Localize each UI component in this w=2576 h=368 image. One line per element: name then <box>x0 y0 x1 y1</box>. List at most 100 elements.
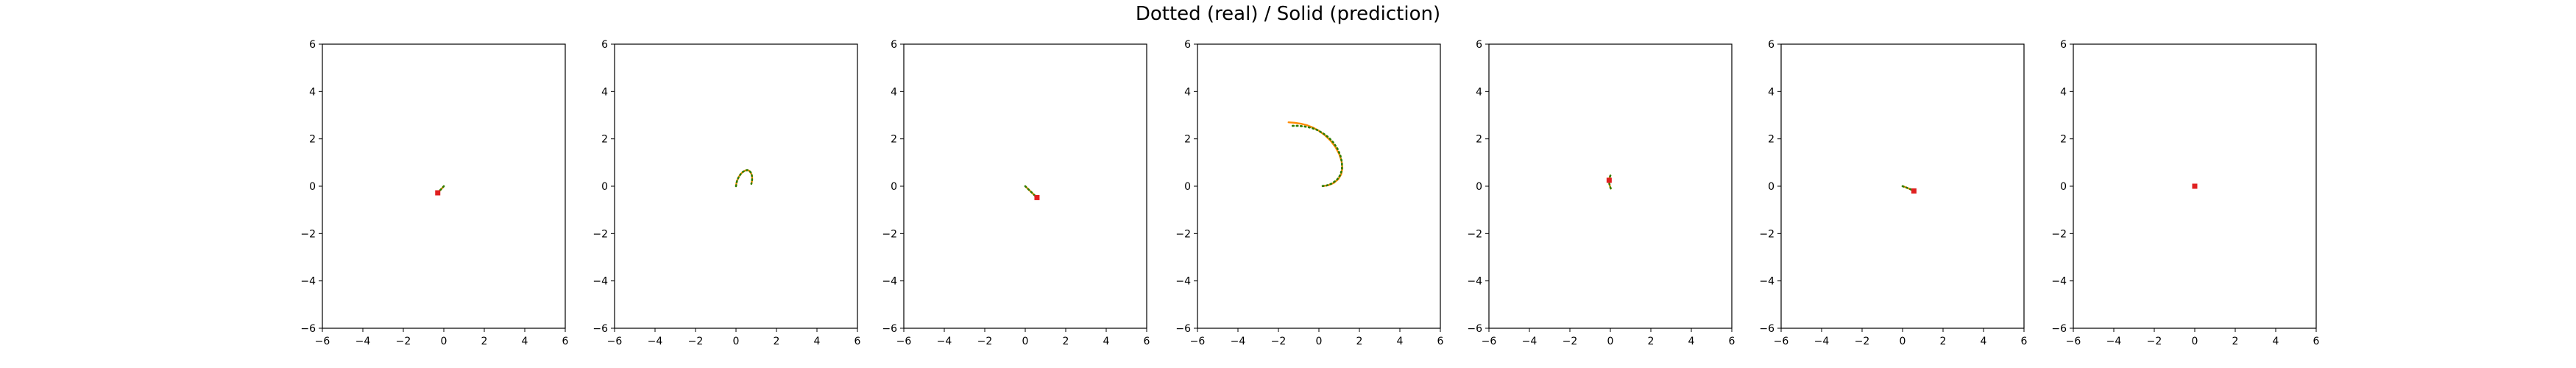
y-tick-label: −4 <box>1759 276 1774 288</box>
x-tick-label: −2 <box>1855 336 1870 347</box>
x-tick-label: 6 <box>1437 336 1444 347</box>
y-tick-label: 4 <box>309 86 316 98</box>
x-tick-label: 2 <box>774 336 780 347</box>
position-marker <box>435 190 441 196</box>
y-tick-label: 0 <box>1476 181 1482 193</box>
y-tick-label: −2 <box>1467 228 1482 240</box>
x-tick-label: −4 <box>1814 336 1830 347</box>
y-tick-label: −2 <box>592 228 608 240</box>
x-tick-label: −6 <box>607 336 623 347</box>
subplot-6: −6 −4 −2 0 2 4 6 −6 −4 −2 0 2 4 6 <box>1759 39 2027 347</box>
x-tick-label: −4 <box>1522 336 1538 347</box>
y-tick-label: 0 <box>1768 181 1774 193</box>
x-tick-label: −4 <box>2106 336 2122 347</box>
y-tick-label: −2 <box>1759 228 1774 240</box>
y-tick-label: 6 <box>2060 39 2067 51</box>
real-line <box>735 169 754 188</box>
y-tick-label: 6 <box>309 39 316 51</box>
x-tick-label: 6 <box>2313 336 2320 347</box>
subplot-1: −6 −4 −2 0 2 4 6 −6 −4 −2 0 2 4 6 <box>300 39 568 347</box>
y-tick-label: 2 <box>309 134 316 146</box>
y-tick-label: −4 <box>300 276 316 288</box>
y-tick-label: −6 <box>882 323 897 335</box>
x-tick-label: 0 <box>1316 336 1323 347</box>
x-tick-label: 0 <box>1607 336 1614 347</box>
y-tick-label: −6 <box>592 323 608 335</box>
y-tick-label: 4 <box>891 86 897 98</box>
position-marker <box>2192 183 2198 189</box>
y-tick-label: 2 <box>601 134 608 146</box>
y-tick-label: 6 <box>891 39 897 51</box>
position-marker <box>1911 188 1917 194</box>
x-tick-label: −6 <box>896 336 912 347</box>
y-tick-label: 4 <box>1476 86 1482 98</box>
figure-title: Dotted (real) / Solid (prediction) <box>1135 3 1441 25</box>
real-line <box>1291 124 1343 188</box>
x-tick-label: 0 <box>441 336 447 347</box>
y-tick-label: −6 <box>2051 323 2067 335</box>
position-marker <box>1606 177 1612 183</box>
real-line <box>1901 185 1915 192</box>
y-tick-label: 4 <box>601 86 608 98</box>
subplot-3: −6 −4 −2 0 2 4 6 −6 −4 −2 0 2 4 6 <box>882 39 1150 347</box>
subplot-2: −6 −4 −2 0 2 4 6 −6 −4 −2 0 2 4 6 <box>592 39 860 347</box>
x-tick-label: 2 <box>1940 336 1947 347</box>
x-tick-label: 2 <box>1648 336 1655 347</box>
x-tick-label: −2 <box>1563 336 1578 347</box>
y-tick-label: 4 <box>1768 86 1774 98</box>
x-tick-label: 0 <box>1022 336 1029 347</box>
x-tick-label: 4 <box>1981 336 1987 347</box>
x-tick-label: 4 <box>522 336 528 347</box>
x-tick-label: −6 <box>1482 336 1497 347</box>
y-tick-label: 0 <box>2060 181 2067 193</box>
x-tick-label: −2 <box>1271 336 1287 347</box>
x-tick-label: 4 <box>814 336 821 347</box>
x-tick-label: −4 <box>1231 336 1246 347</box>
subplot-5: −6 −4 −2 0 2 4 6 −6 −4 −2 0 2 4 6 <box>1467 39 1735 347</box>
x-tick-label: −2 <box>396 336 411 347</box>
x-tick-label: −4 <box>648 336 663 347</box>
x-tick-label: −6 <box>1190 336 1206 347</box>
y-tick-label: −6 <box>300 323 316 335</box>
y-tick-label: −2 <box>300 228 316 240</box>
y-tick-label: −2 <box>1175 228 1191 240</box>
x-tick-label: 4 <box>1397 336 1404 347</box>
y-tick-label: −2 <box>882 228 897 240</box>
x-tick-label: −6 <box>315 336 330 347</box>
x-tick-label: 2 <box>1063 336 1069 347</box>
y-tick-label: 6 <box>1768 39 1774 51</box>
y-tick-label: −4 <box>1175 276 1191 288</box>
x-tick-label: 6 <box>854 336 861 347</box>
y-tick-label: −4 <box>882 276 897 288</box>
subplot-7: −6 −4 −2 0 2 4 6 −6 −4 −2 0 2 4 6 <box>2051 39 2319 347</box>
x-tick-label: −4 <box>937 336 952 347</box>
x-tick-label: 6 <box>1144 336 1150 347</box>
x-tick-label: 6 <box>562 336 569 347</box>
x-tick-label: −4 <box>355 336 371 347</box>
x-tick-label: −2 <box>977 336 993 347</box>
y-tick-label: 2 <box>891 134 897 146</box>
y-tick-label: 2 <box>1768 134 1774 146</box>
x-tick-label: 6 <box>2021 336 2028 347</box>
y-tick-label: −6 <box>1759 323 1774 335</box>
y-tick-label: 2 <box>2060 134 2067 146</box>
x-tick-label: −2 <box>2147 336 2162 347</box>
x-tick-label: 4 <box>1103 336 1110 347</box>
y-tick-label: 2 <box>1476 134 1482 146</box>
x-tick-label: 4 <box>2273 336 2279 347</box>
y-tick-label: −4 <box>592 276 608 288</box>
x-tick-label: 0 <box>2192 336 2198 347</box>
y-tick-label: 4 <box>1184 86 1191 98</box>
x-tick-label: 0 <box>733 336 740 347</box>
y-tick-label: 6 <box>1476 39 1482 51</box>
y-tick-label: 0 <box>1184 181 1191 193</box>
y-tick-label: 0 <box>601 181 608 193</box>
x-tick-label: 2 <box>2232 336 2239 347</box>
subplot-4: −6 −4 −2 0 2 4 6 −6 −4 −2 0 2 4 6 <box>1175 39 1443 347</box>
x-tick-label: −6 <box>2066 336 2081 347</box>
y-tick-label: 0 <box>891 181 897 193</box>
x-tick-label: 6 <box>1729 336 1735 347</box>
y-tick-label: −4 <box>2051 276 2067 288</box>
